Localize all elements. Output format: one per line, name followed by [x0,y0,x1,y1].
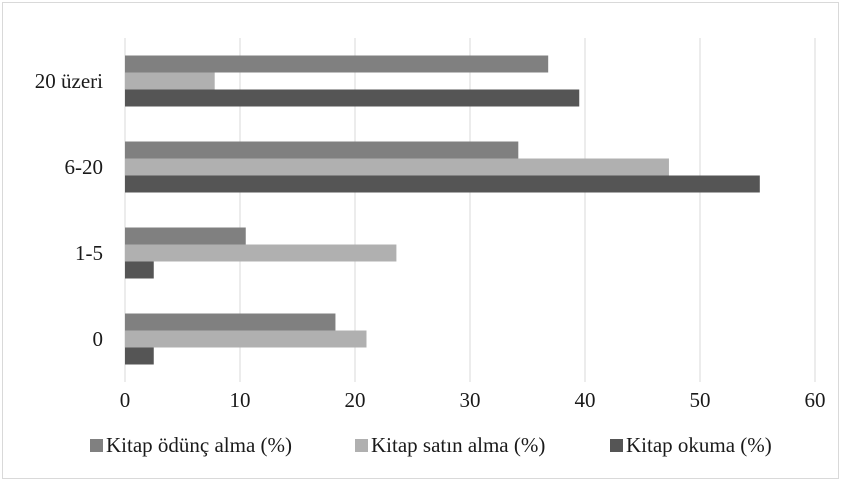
x-tick-label: 10 [230,388,251,412]
axes: 0 10 20 30 40 50 60 0 1-5 6-20 20 üzeri [35,69,826,412]
bar-okuma-0 [125,347,154,365]
x-tick-label: 0 [120,388,131,412]
category-label: 6-20 [65,155,104,179]
x-tick-label: 30 [460,388,481,412]
bar-odunc-3 [125,55,549,73]
legend-swatch [610,439,623,452]
bar-odunc-2 [125,141,519,159]
legend-label: Kitap satın alma (%) [371,433,545,457]
bar-satin-alma-0 [125,330,367,348]
bar-satin-alma-1 [125,244,397,262]
category-label: 0 [93,327,104,351]
legend-label: Kitap ödünç alma (%) [106,433,292,457]
legend: Kitap ödünç alma (%) Kitap satın alma (%)… [90,433,772,457]
x-tick-label: 20 [345,388,366,412]
bars [125,55,760,365]
bar-okuma-1 [125,261,154,279]
x-tick-label: 40 [575,388,596,412]
legend-swatch [90,439,103,452]
bar-odunc-0 [125,313,336,331]
bar-satin-alma-3 [125,72,215,90]
x-tick-label: 60 [805,388,826,412]
bar-odunc-1 [125,227,246,245]
legend-label: Kitap okuma (%) [626,433,772,457]
bar-satin-alma-2 [125,158,669,176]
bar-okuma-3 [125,89,580,107]
category-label: 20 üzeri [35,69,103,93]
legend-swatch [355,439,368,452]
x-tick-label: 50 [690,388,711,412]
category-label: 1-5 [75,241,103,265]
bar-okuma-2 [125,175,760,193]
